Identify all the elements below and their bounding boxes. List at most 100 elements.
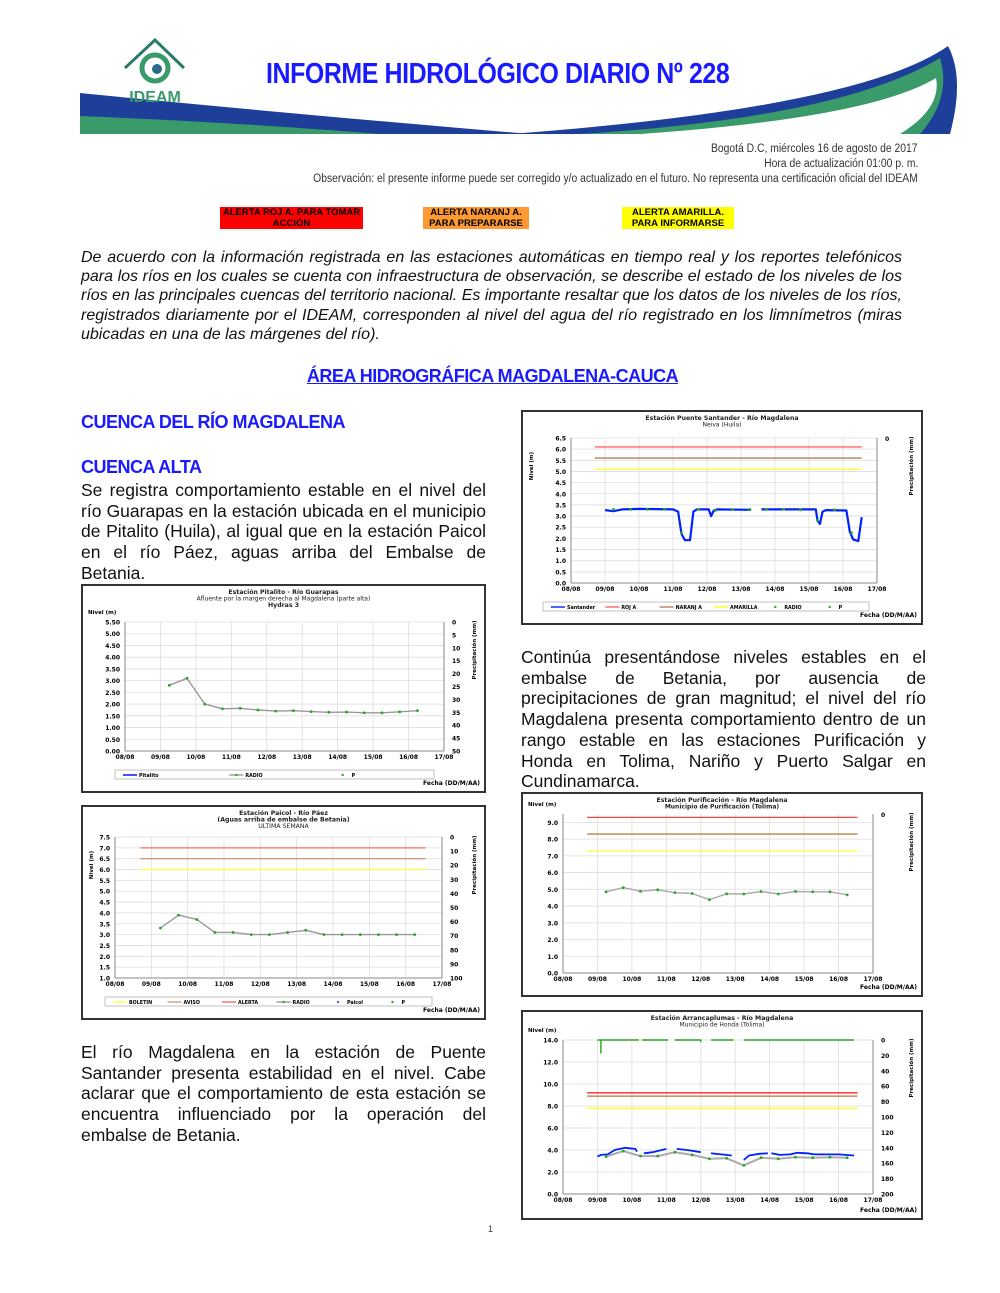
chart-svg: Estación Arrancaplumas - Río MagdalenaMu… bbox=[528, 1014, 917, 1214]
data-point bbox=[621, 886, 625, 890]
x-tick-label: 08/08 bbox=[116, 754, 135, 761]
data-point bbox=[690, 1153, 694, 1157]
chart-title: Municipio de Purificación (Tolima) bbox=[665, 804, 780, 811]
data-point bbox=[286, 931, 289, 934]
y2-tick-label: 140 bbox=[881, 1145, 894, 1152]
legend-label: RADIO bbox=[293, 1000, 310, 1006]
data-point bbox=[358, 933, 362, 937]
y2-tick-label: 90 bbox=[450, 961, 458, 968]
x-tick-label: 09/08 bbox=[151, 754, 170, 761]
y-tick-label: 12.0 bbox=[543, 1060, 558, 1067]
data-point bbox=[416, 709, 419, 713]
legend-label: RADIO bbox=[245, 773, 262, 779]
data-point bbox=[845, 1156, 849, 1160]
y-tick-label: 1.0 bbox=[555, 558, 566, 565]
y2-tick-label: 35 bbox=[452, 710, 460, 717]
y-tick-label: 4.0 bbox=[99, 910, 110, 917]
x-tick-label: 11/08 bbox=[215, 981, 234, 988]
data-point bbox=[673, 891, 677, 895]
y-tick-label: 6.0 bbox=[547, 1126, 558, 1133]
y-tick-label: 5.0 bbox=[99, 889, 110, 896]
y2-tick-label: 25 bbox=[452, 684, 460, 691]
x-tick-label: 08/08 bbox=[106, 981, 125, 988]
data-point bbox=[646, 507, 649, 511]
data-point bbox=[690, 892, 694, 895]
y-tick-label: 8.0 bbox=[547, 1104, 558, 1111]
data-point bbox=[776, 1157, 780, 1161]
y-tick-label: 3.5 bbox=[99, 921, 110, 928]
x-axis-label: Fecha (DD/M/AA) bbox=[423, 780, 480, 787]
y2-tick-label: 0 bbox=[885, 436, 889, 443]
y-axis-label: Nivel (m) bbox=[89, 850, 95, 879]
data-point bbox=[345, 710, 348, 714]
y-axis-label: Nivel (m) bbox=[529, 451, 535, 480]
y2-tick-label: 60 bbox=[881, 1084, 889, 1091]
x-axis-label: Fecha (DD/M/AA) bbox=[860, 612, 917, 619]
y-tick-label: 1.5 bbox=[555, 547, 566, 554]
x-tick-label: 17/08 bbox=[435, 754, 454, 761]
y-axis-label: Nivel (m) bbox=[528, 1028, 557, 1034]
data-point bbox=[776, 892, 780, 896]
y2-tick-label: 100 bbox=[881, 1115, 894, 1122]
data-point bbox=[833, 508, 836, 512]
x-tick-label: 14/08 bbox=[760, 976, 779, 983]
y-axis-label: Nivel (m) bbox=[528, 802, 557, 808]
y2-tick-label: 40 bbox=[881, 1068, 889, 1075]
x-tick-label: 15/08 bbox=[795, 1197, 814, 1204]
data-point bbox=[845, 893, 849, 897]
x-tick-label: 14/08 bbox=[766, 586, 785, 593]
x-tick-label: 16/08 bbox=[834, 586, 853, 593]
x-tick-label: 17/08 bbox=[864, 1197, 883, 1204]
y-tick-label: 9.0 bbox=[547, 820, 558, 827]
y-tick-label: 1.5 bbox=[99, 965, 110, 972]
y-tick-label: 5.5 bbox=[555, 458, 566, 465]
legend-label: Santander bbox=[567, 605, 596, 611]
chart-title: Neiva (Huila) bbox=[703, 422, 742, 429]
data-point bbox=[380, 711, 384, 715]
ideam-logo: IDEAM bbox=[120, 37, 190, 107]
legend-label: RADIO bbox=[784, 605, 801, 611]
data-point bbox=[794, 1155, 797, 1159]
observation-note: Observación: el presente informe puede s… bbox=[313, 173, 918, 185]
y-tick-label: 0.00 bbox=[105, 749, 120, 756]
data-point bbox=[629, 507, 632, 511]
legend-label: ALERTA bbox=[238, 1000, 258, 1006]
legend-marker bbox=[336, 1000, 340, 1004]
y-tick-label: 1.0 bbox=[99, 976, 110, 983]
y2-tick-label: 20 bbox=[450, 863, 458, 870]
y-tick-label: 8.0 bbox=[547, 837, 558, 844]
y-tick-label: 7.0 bbox=[547, 853, 558, 860]
data-point bbox=[256, 708, 260, 712]
y2-tick-label: 0 bbox=[881, 812, 885, 819]
data-point bbox=[327, 710, 331, 714]
legend-label: Paicol bbox=[347, 1000, 363, 1006]
chart-svg: Estación Paicol - Río Páez(Aguas arriba … bbox=[89, 809, 480, 1014]
data-point bbox=[274, 709, 278, 713]
data-point bbox=[362, 711, 366, 715]
y2-tick-label: 10 bbox=[452, 645, 460, 652]
x-tick-label: 11/08 bbox=[222, 754, 241, 761]
paragraph-betania: Continúa presentándose niveles estables … bbox=[521, 647, 926, 792]
y-tick-label: 1.50 bbox=[105, 713, 120, 720]
data-point bbox=[639, 889, 642, 893]
data-point bbox=[639, 1154, 642, 1158]
x-tick-label: 12/08 bbox=[691, 976, 710, 983]
area-title: ÁREA HIDROGRÁFICA MAGDALENA-CAUCA bbox=[306, 366, 679, 386]
data-point bbox=[656, 888, 660, 892]
y-tick-label: 0.5 bbox=[555, 569, 566, 576]
y-tick-label: 6.5 bbox=[555, 436, 566, 443]
logo-icon bbox=[123, 37, 186, 84]
data-point bbox=[604, 1155, 608, 1158]
chart-title: (Aguas arriba de embalse de Betania) bbox=[217, 817, 349, 824]
data-point bbox=[377, 933, 380, 937]
series-line bbox=[597, 1146, 855, 1161]
x-tick-label: 10/08 bbox=[622, 976, 641, 983]
data-point bbox=[811, 1156, 815, 1160]
x-tick-label: 12/08 bbox=[691, 1197, 710, 1204]
y2-axis-label: Precipitación (mm) bbox=[908, 812, 915, 872]
data-point bbox=[782, 507, 785, 511]
y2-tick-label: 80 bbox=[450, 947, 458, 954]
data-point bbox=[707, 898, 711, 902]
x-tick-label: 10/08 bbox=[630, 586, 649, 593]
legend-label: AMARILLA bbox=[730, 605, 758, 611]
